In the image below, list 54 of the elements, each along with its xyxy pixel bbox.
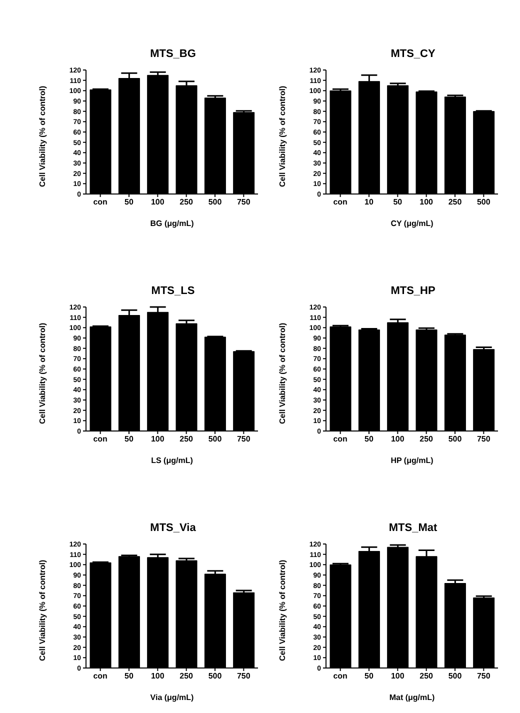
x-tick-label: 750	[476, 434, 491, 444]
x-tick-label: 50	[364, 672, 374, 681]
x-tick-label: 50	[124, 672, 134, 681]
y-axis-title: Cell Viability (% of control)	[38, 322, 47, 424]
x-tick-label: 750	[476, 672, 491, 681]
x-tick-label: con	[333, 434, 348, 444]
x-tick-label: 100	[390, 434, 405, 444]
x-tick-label: 50	[393, 198, 403, 207]
x-tick-label: 100	[150, 434, 165, 444]
x-tick-label: con	[93, 672, 108, 681]
x-tick-label: 250	[420, 672, 434, 681]
chart-title: MTS_HP	[390, 285, 436, 299]
x-axis-title: Mat (μg/mL)	[389, 693, 435, 702]
y-axis-title: Cell Viability (% of control)	[278, 322, 287, 424]
x-tick-label: 250	[448, 198, 462, 207]
x-tick-label: 750	[236, 198, 251, 207]
y-axis-title: Cell Viability (% of control)	[278, 85, 287, 187]
x-tick-label: 100	[150, 672, 165, 681]
x-tick-label: 500	[448, 672, 462, 681]
x-axis-title: BG (μg/mL)	[150, 219, 194, 228]
y-axis-title: Cell Viability (% of control)	[38, 85, 47, 187]
x-tick-label: 50	[124, 198, 134, 207]
x-tick-label: con	[333, 672, 348, 681]
x-axis-title: HP (μg/mL)	[390, 456, 434, 465]
x-tick-label: 500	[208, 434, 222, 444]
x-tick-label: 500	[208, 198, 222, 207]
x-tick-label: 10	[364, 198, 374, 207]
chart-title: MTS_CY	[390, 48, 436, 62]
x-tick-label: 500	[208, 672, 222, 681]
x-tick-label: 100	[420, 198, 434, 207]
x-tick-label: 50	[364, 434, 374, 444]
y-axis-title: Cell Viability (% of control)	[38, 559, 47, 661]
x-axis-title: LS (μg/mL)	[151, 456, 194, 465]
x-tick-label: 500	[448, 434, 462, 444]
x-tick-label: 750	[236, 434, 251, 444]
x-tick-label: 250	[420, 434, 434, 444]
x-tick-label: 750	[236, 672, 251, 681]
chart-title: MTS_BG	[149, 48, 197, 62]
x-tick-label: 100	[390, 672, 405, 681]
x-tick-label: con	[93, 198, 108, 207]
x-axis-title: CY (μg/mL)	[390, 219, 434, 228]
x-tick-label: con	[333, 198, 348, 207]
y-axis-title: Cell Viability (% of control)	[278, 559, 287, 661]
chart-title: MTS_LS	[150, 285, 196, 299]
x-tick-label: 250	[180, 434, 194, 444]
x-tick-label: 500	[476, 198, 491, 207]
x-tick-label: 50	[124, 434, 134, 444]
chart-title: MTS_Via	[149, 522, 197, 536]
x-axis-title: Via (μg/mL)	[150, 693, 194, 702]
chart-title: MTS_Mat	[388, 522, 438, 536]
x-tick-label: con	[93, 434, 108, 444]
x-tick-label: 100	[150, 198, 165, 207]
x-tick-label: 250	[180, 198, 194, 207]
x-tick-label: 250	[180, 672, 194, 681]
